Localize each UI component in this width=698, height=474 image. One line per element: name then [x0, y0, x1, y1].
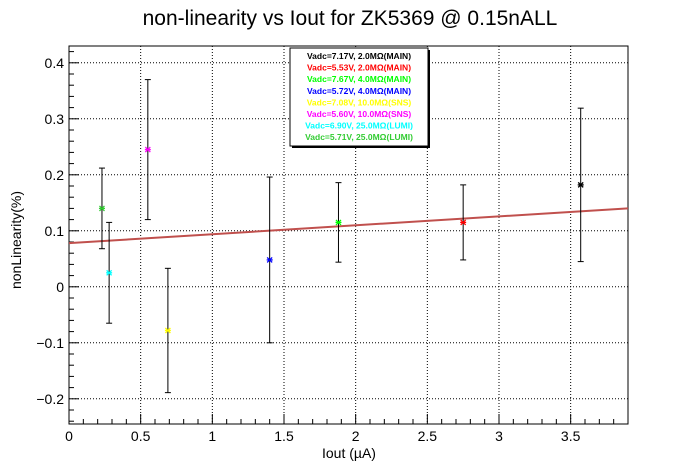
y-tick-label: 0.3	[45, 111, 65, 127]
legend-entry: Vadc=7.67V, 4.0MΩ(MAIN)	[307, 74, 411, 84]
legend-entry: Vadc=5.53V, 2.0MΩ(MAIN)	[307, 63, 411, 73]
legend-entry: Vadc=7.08V, 10.0MΩ(SNS)	[307, 97, 412, 107]
y-axis-label: nonLinearity(%)	[8, 191, 24, 289]
data-points	[98, 79, 584, 394]
data-point	[98, 205, 105, 212]
y-tick-label: 0.1	[45, 223, 65, 239]
axis-ticks: 0 0.5 1 1.5 2 2.5 3 3.5 −0.2 −0.1 0 0.1 0.2 0.3 0.4	[36, 51, 629, 444]
legend-entry: Vadc=6.90V, 25.0MΩ(LUMI)	[305, 121, 413, 131]
data-point	[266, 256, 273, 263]
x-axis-label: Iout (µA)	[322, 445, 376, 461]
fit-line-layer	[68, 207, 629, 245]
legend-entry: Vadc=5.60V, 10.0MΩ(SNS)	[307, 109, 412, 119]
x-tick-label: 2	[352, 428, 360, 444]
fit-line	[68, 207, 629, 245]
data-point	[460, 219, 467, 226]
legend-entry: Vadc=7.17V, 2.0MΩ(MAIN)	[307, 51, 411, 61]
x-tick-label: 1.5	[274, 428, 294, 444]
legend: Vadc=7.17V, 2.0MΩ(MAIN) Vadc=5.53V, 2.0MΩ…	[289, 47, 430, 148]
data-point	[335, 219, 342, 226]
x-tick-label: 0.5	[131, 428, 151, 444]
y-tick-label: 0.4	[45, 55, 65, 71]
y-tick-label: 0.2	[45, 167, 65, 183]
x-tick-label: 2.5	[418, 428, 438, 444]
x-tick-label: 0	[65, 428, 73, 444]
data-point	[144, 146, 151, 153]
x-tick-label: 3.5	[561, 428, 581, 444]
data-point	[577, 181, 584, 188]
data-point	[164, 327, 171, 334]
legend-box	[289, 47, 429, 147]
chart-title: non-linearity vs Iout for ZK5369 @ 0.15n…	[143, 7, 558, 30]
y-tick-label: −0.1	[36, 335, 64, 351]
legend-entry: Vadc=5.71V, 25.0MΩ(LUMI)	[305, 132, 413, 142]
legend-entry: Vadc=5.72V, 4.0MΩ(MAIN)	[307, 86, 411, 96]
y-tick-label: −0.2	[36, 391, 64, 407]
data-point	[106, 269, 113, 276]
y-tick-label: 0	[56, 279, 64, 295]
x-tick-label: 3	[495, 428, 503, 444]
plot-frame	[68, 45, 629, 425]
x-tick-label: 1	[208, 428, 216, 444]
